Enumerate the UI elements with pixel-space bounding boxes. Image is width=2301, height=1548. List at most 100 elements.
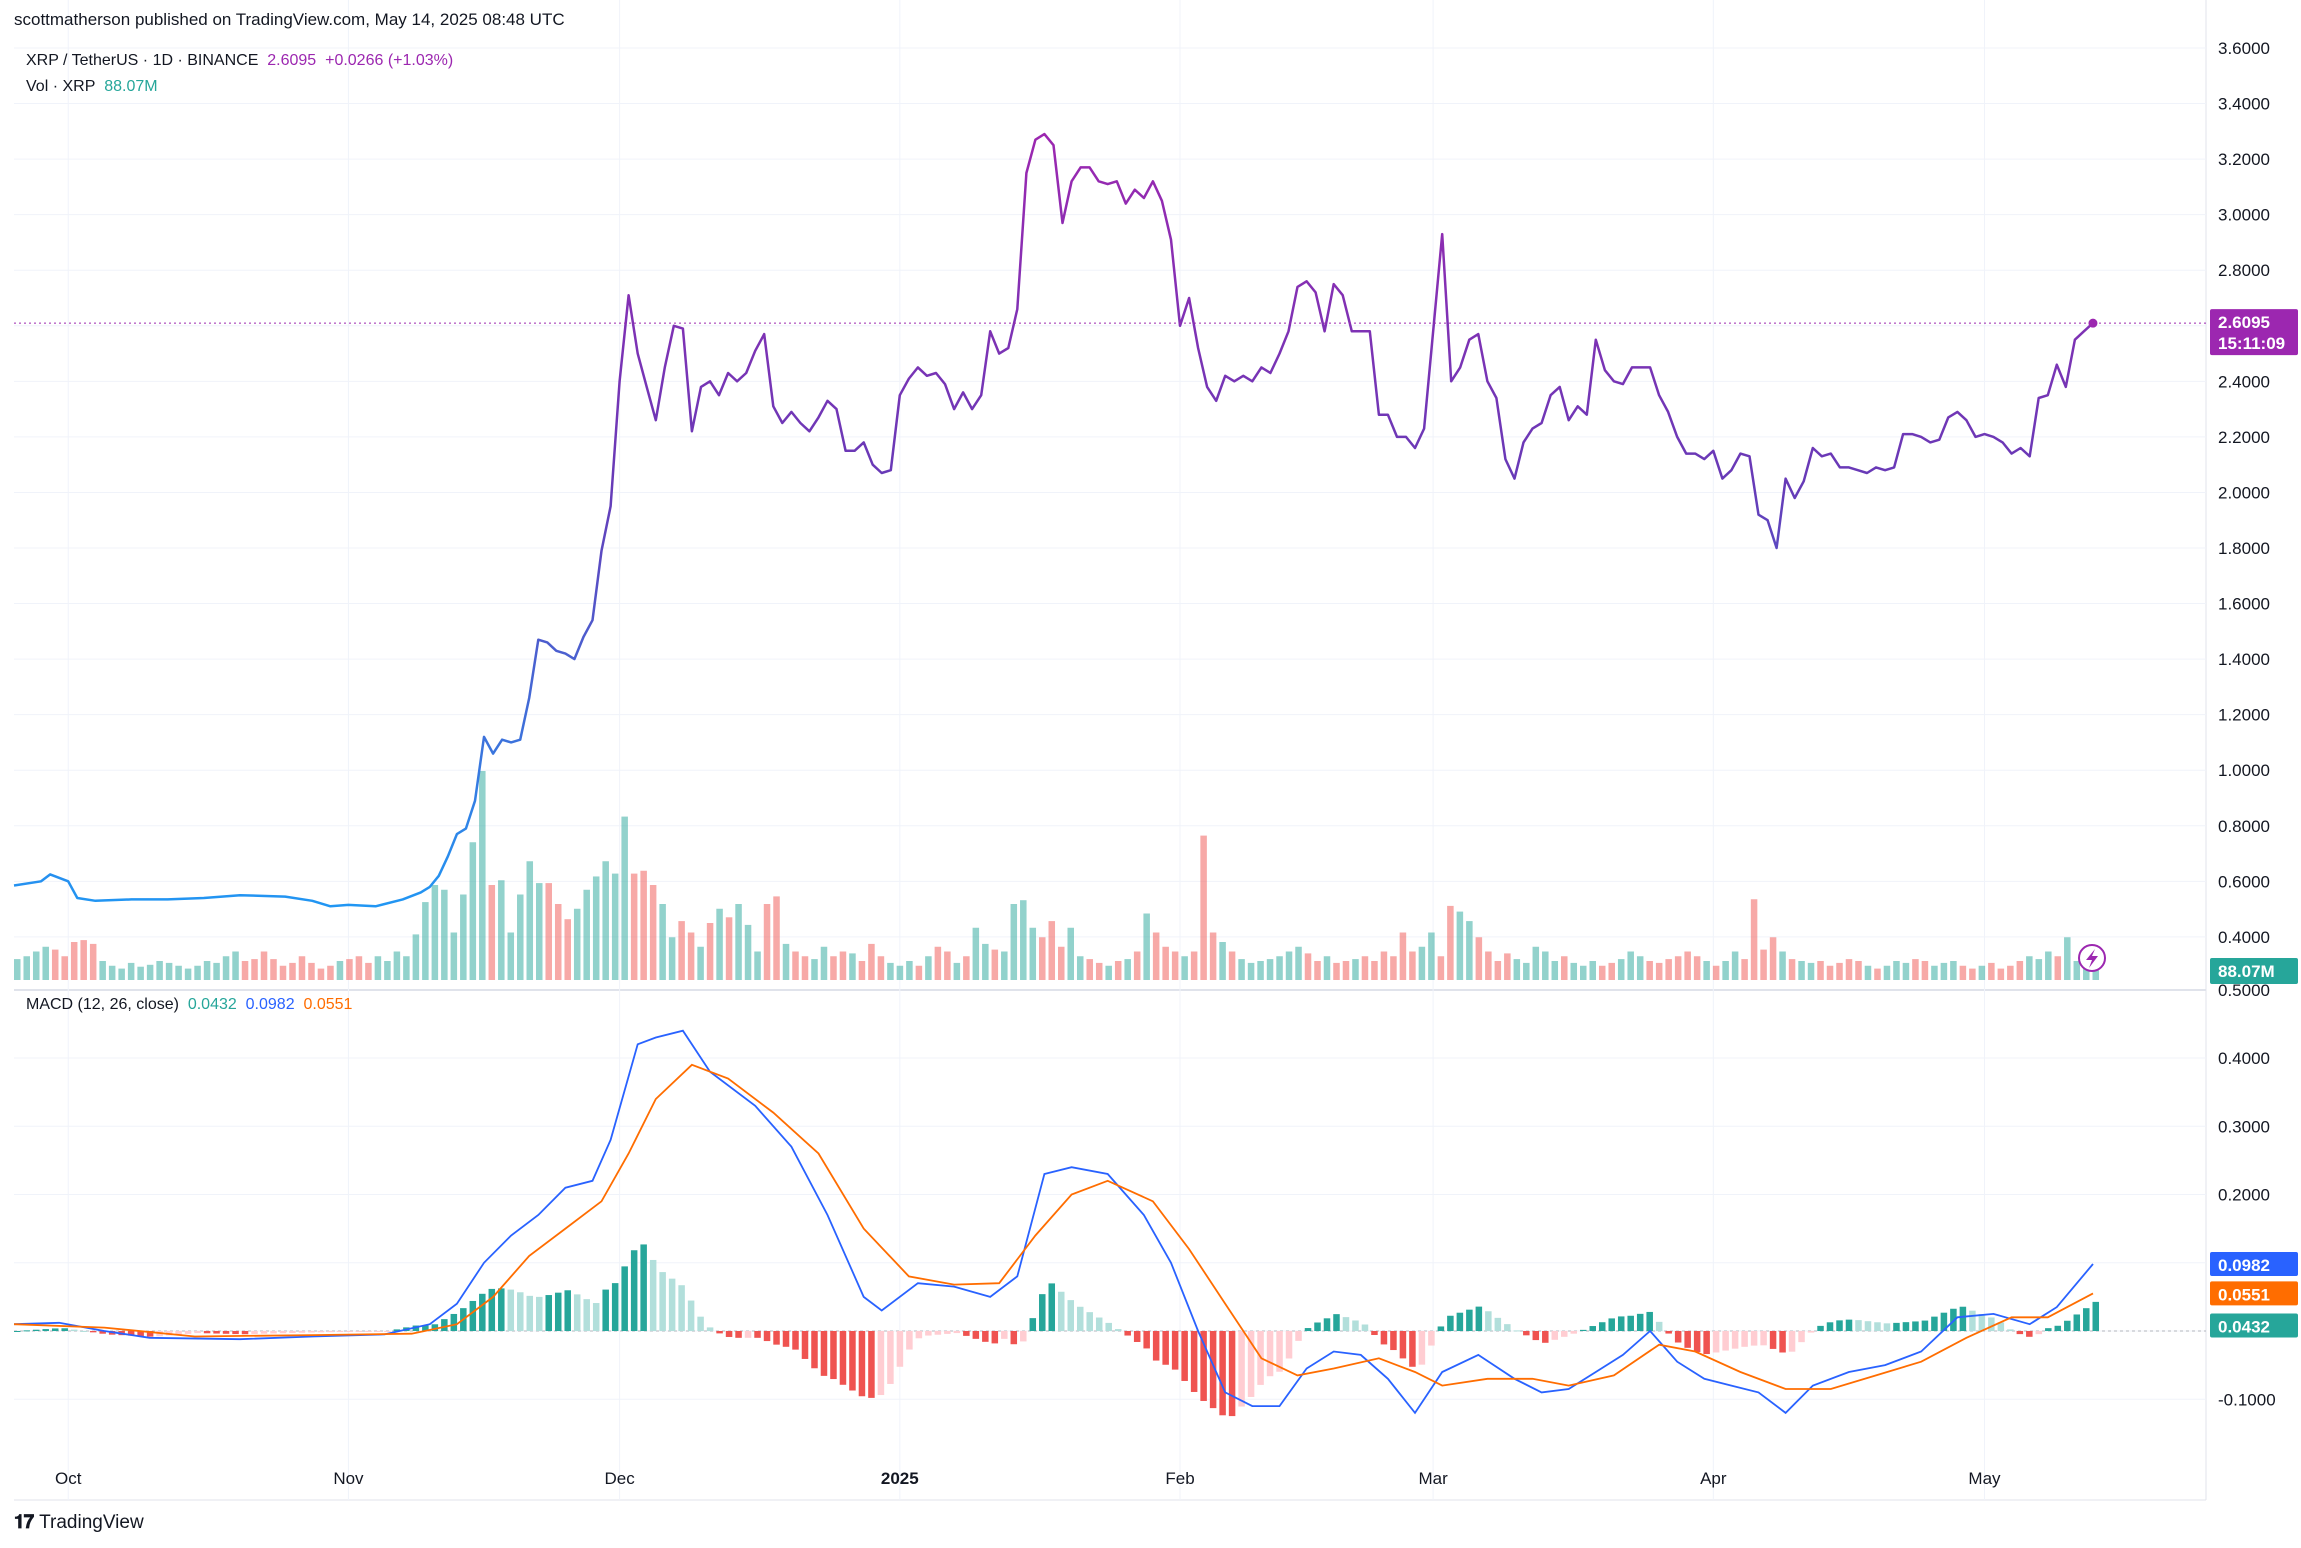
macd-histogram-bar [89,1331,97,1333]
macd-histogram-bar [1570,1331,1578,1334]
macd-histogram-bar [1124,1331,1131,1336]
volume-bar [1627,951,1634,980]
macd-histogram-bar [1304,1328,1312,1331]
macd-histogram-bar [374,1331,382,1332]
macd-histogram-bar [469,1300,477,1331]
macd-histogram-bar [270,1331,277,1334]
macd-histogram-bar [241,1331,249,1335]
macd-histogram-bar [1542,1331,1549,1343]
volume-bar [554,904,562,980]
volume-bar [2073,961,2081,980]
macd-histogram-bar [32,1329,40,1331]
macd-tick-label: 0.3000 [2218,1117,2270,1136]
volume-bar [1133,951,1141,980]
volume-bar [782,943,790,980]
macd-histogram-bar [1494,1317,1502,1331]
tradingview-brand[interactable]: 𝟏𝟕 TradingView [14,1512,144,1534]
volume-bar [1257,961,1264,980]
volume-bar [1485,951,1492,980]
volume-bar [1817,961,1824,980]
symbol-line[interactable]: XRP / TetherUS · 1D · BINANCE [26,52,259,69]
macd-histogram-bar [820,1331,828,1376]
volume-bar [678,921,685,980]
volume-bar [270,959,277,980]
macd-histogram-bar [1817,1325,1824,1331]
price-tick-label: 3.4000 [2218,95,2270,114]
price-tick-label: 1.4000 [2218,650,2270,669]
macd-histogram-bar [1959,1306,1967,1331]
macd-histogram-bar [1323,1318,1331,1331]
volume-bar [716,908,723,980]
volume-label[interactable]: Vol · XRP [26,78,96,95]
macd-histogram-bar [1371,1331,1378,1336]
volume-bar [213,962,220,980]
volume-bar [156,961,163,980]
macd-label[interactable]: MACD (12, 26, close) [26,996,179,1013]
macd-histogram-bar [944,1331,951,1334]
volume-bar [1561,956,1568,980]
macd-histogram-bar [583,1299,590,1331]
volume-bar [953,962,961,980]
volume-bar [611,873,619,980]
macd-histogram-bar [479,1293,486,1331]
volume-bar [1039,937,1046,980]
macd-histogram-bar [1475,1306,1483,1331]
macd-histogram-bar [317,1331,325,1333]
volume-bar [1940,962,1948,980]
price-badge-text: 2.6095 [2218,313,2270,332]
volume-bar [2045,951,2052,980]
volume-bar [1020,900,1027,980]
macd-histogram-bar [649,1259,657,1331]
macd-histogram-bar [184,1331,192,1334]
volume-bar [849,953,856,980]
volume-bar [1523,962,1530,980]
volume-bar [811,959,818,980]
volume-bar [1950,961,1957,980]
volume-bar [61,956,68,980]
volume-bar [602,861,609,980]
macd-histogram-bar [925,1331,932,1336]
macd-histogram-bar [1171,1331,1179,1370]
volume-bar [1494,961,1502,980]
volume-bar [1143,913,1150,980]
volume-value: 88.07M [104,78,158,95]
volume-bar [564,919,571,980]
volume-bar [14,959,21,980]
volume-bar [175,965,182,980]
volume-bar [2054,956,2062,980]
volume-bar [830,956,837,980]
volume-bar [649,885,657,980]
volume-bar [991,949,999,980]
macd-histogram-bar [849,1331,856,1391]
volume-bar [1437,956,1445,980]
volume-bar [355,956,363,980]
volume-bar [365,962,372,980]
volume-bar [1988,962,1995,980]
macd-histogram-bar [1684,1331,1691,1348]
volume-bar [697,946,704,980]
macd-histogram-bar [1276,1331,1283,1372]
volume-bar [536,883,543,980]
macd-histogram-bar [1086,1312,1093,1331]
volume-bar [488,885,496,980]
macd-histogram-bar [1741,1331,1748,1347]
volume-bar [1921,961,1929,980]
macd-histogram-bar [1048,1283,1056,1331]
volume-bar [118,968,125,980]
macd-histogram-bar [2073,1314,2081,1331]
volume-bar [260,951,268,980]
macd-signal-badge-bg [2210,1281,2298,1306]
macd-histogram-bar [1428,1331,1435,1346]
volume-bar [251,959,258,980]
volume-bar [232,951,239,980]
volume-bar [1114,961,1122,980]
macd-histogram-bar [1912,1321,1919,1331]
macd-histogram-bar [1114,1329,1122,1331]
macd-histogram-bar [1580,1329,1587,1331]
price-badge-text: 15:11:09 [2218,334,2285,353]
macd-histogram-bar [915,1331,923,1339]
macd-histogram-bar [1674,1331,1682,1343]
macd-histogram-bar [1219,1331,1226,1416]
macd-histogram-bar [23,1330,30,1332]
